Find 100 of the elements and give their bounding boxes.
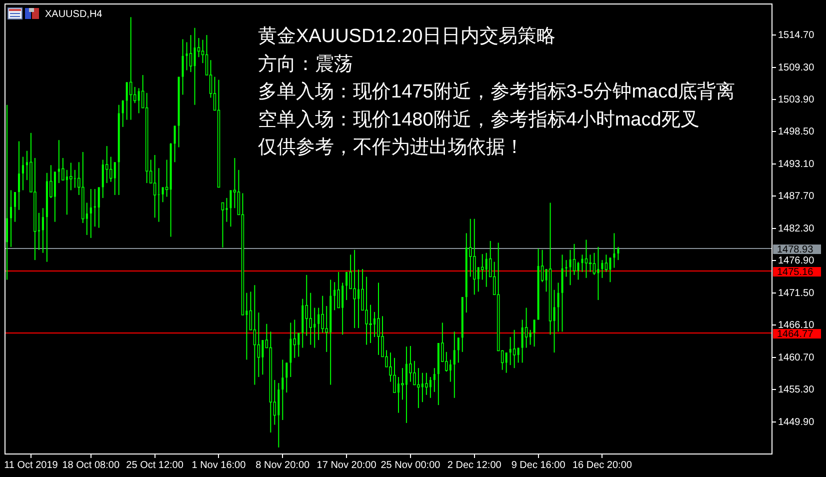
candlestick [262, 340, 264, 376]
y-tick-label: 1449.90 [778, 416, 815, 428]
candlestick [569, 249, 572, 286]
candlestick [557, 282, 560, 332]
x-tick-label: 2 Dec 12:00 [447, 460, 502, 471]
annotation: 仅供参考，不作为进出场依据！ [258, 137, 524, 158]
candlestick [162, 186, 164, 203]
candlestick [509, 336, 512, 366]
candlestick [413, 360, 416, 386]
x-tick-label: 25 Nov 00:00 [380, 460, 441, 471]
annotation: 多单入场：现价1475附近，参考指标3-5分钟macd底背离 [258, 80, 736, 103]
candlestick [512, 329, 516, 369]
candlestick [553, 289, 556, 354]
y-tick-label: 1466.10 [778, 320, 815, 332]
annotation: 空单入场：现价1480附近，参考指标4小时macd死叉 [258, 108, 700, 130]
candlestick [517, 347, 520, 364]
candlestick [6, 104, 8, 280]
candlestick [305, 274, 308, 336]
x-tick-label: 18 Oct 08:00 [62, 460, 120, 471]
y-tick-label: 1493.10 [778, 158, 815, 170]
x-tick-label: 16 Dec 20:00 [572, 460, 632, 471]
candlestick [221, 202, 224, 248]
candlestick [226, 197, 228, 222]
candlestick [409, 345, 412, 382]
x-tick-label: 9 Dec 16:00 [511, 460, 566, 471]
x-tick-label: 8 Nov 20:00 [256, 460, 310, 471]
candlestick [609, 257, 612, 283]
candlestick [429, 376, 432, 398]
candlestick [617, 246, 620, 261]
candlestick [334, 282, 336, 311]
candlestick [533, 319, 536, 348]
y-tick-label: 1460.70 [778, 352, 815, 364]
candlestick [592, 252, 596, 276]
candlestick [42, 208, 44, 254]
candlestick [353, 249, 356, 329]
candlestick [337, 271, 340, 308]
text: XAUUSD,H4 [45, 9, 103, 20]
candlestick [377, 282, 380, 356]
candlestick [282, 359, 284, 420]
candlestick [601, 260, 604, 278]
candlestick [369, 304, 372, 344]
candlestick [18, 140, 20, 210]
x-tick-label: 1 Nov 16:00 [192, 460, 246, 471]
ref-line-label: 1475.16 [777, 267, 814, 278]
ref-line-label: 1464.77 [777, 329, 814, 340]
candlestick [529, 329, 532, 346]
y-tick-label: 1498.50 [778, 126, 815, 138]
candlestick [505, 352, 508, 374]
candlestick [126, 82, 128, 120]
candlestick [524, 307, 528, 348]
candlestick [457, 337, 460, 364]
candlestick [109, 156, 112, 182]
candlestick [22, 156, 24, 191]
candlestick [584, 239, 588, 278]
y-tick-label: 1476.90 [778, 256, 815, 267]
candlestick [114, 162, 116, 196]
y-tick-label: 1487.70 [778, 191, 815, 202]
candlestick [449, 359, 452, 382]
candlestick [425, 372, 428, 396]
y-tick-label: 1509.30 [778, 62, 815, 74]
y-tick-label: 1514.70 [778, 30, 815, 42]
candlestick [62, 157, 64, 181]
x-tick-label: 25 Oct 12:00 [126, 460, 184, 471]
candlestick [189, 34, 192, 73]
ref-line-label: 1478.93 [777, 244, 814, 256]
candlestick [365, 276, 368, 346]
candlestick [10, 190, 12, 248]
candlestick [417, 368, 420, 409]
candlestick [346, 271, 348, 301]
x-tick-label: 11 Oct 2019 [4, 460, 58, 471]
candlestick [472, 218, 476, 296]
candlestick [186, 42, 188, 71]
candlestick [565, 260, 568, 278]
candlestick [433, 368, 436, 392]
candlestick [453, 331, 456, 398]
candlestick [182, 38, 184, 96]
candlestick [165, 159, 168, 198]
candlestick [98, 186, 100, 228]
candlestick [597, 246, 600, 301]
candlestick [293, 319, 296, 358]
y-tick-label: 1482.30 [778, 223, 815, 234]
candlestick [286, 362, 288, 394]
candlestick [401, 368, 404, 400]
candlestick [321, 295, 324, 334]
candlestick [70, 162, 72, 191]
candlestick [309, 292, 312, 346]
y-tick-label: 1471.50 [778, 288, 815, 299]
candlestick [90, 188, 92, 238]
candlestick [230, 190, 232, 228]
candlestick [572, 243, 576, 276]
annotation: 黄金XAUUSD12.20日日内交易策略 [258, 25, 556, 47]
x-tick-label: 17 Nov 20:00 [316, 460, 377, 471]
y-tick-label: 1503.90 [778, 94, 815, 106]
candlestick [393, 357, 396, 394]
candlestick [521, 319, 524, 364]
candlestick [138, 88, 140, 114]
candlestick [613, 232, 616, 268]
candlestick [581, 254, 584, 272]
candlestick [174, 125, 176, 163]
candlestick [577, 261, 580, 280]
